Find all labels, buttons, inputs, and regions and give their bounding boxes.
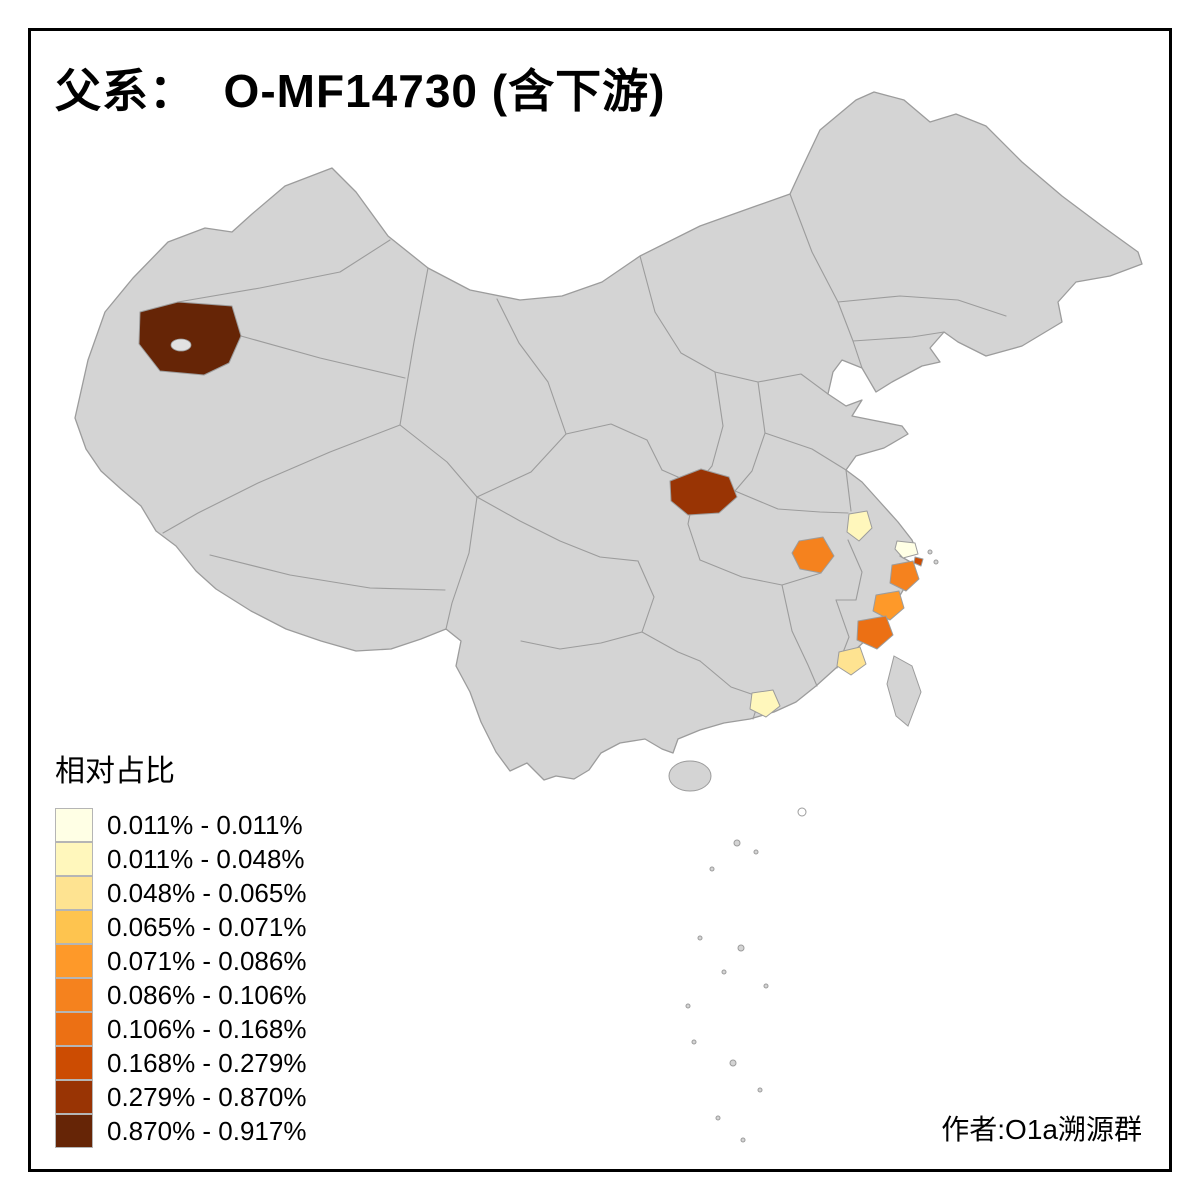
legend-item: 0.086% - 0.106% xyxy=(55,978,306,1012)
choropleth-patch-hubei xyxy=(791,536,835,574)
legend-item: 0.011% - 0.011% xyxy=(55,808,306,842)
province-boundary-line xyxy=(837,295,1007,317)
legend-item: 0.870% - 0.917% xyxy=(55,1114,306,1148)
island xyxy=(737,944,745,952)
legend-label: 0.086% - 0.106% xyxy=(107,980,307,1010)
island xyxy=(763,983,769,989)
province-boundary-line xyxy=(209,554,446,591)
province-boundary-line xyxy=(399,424,478,498)
legend-swatch xyxy=(55,944,93,978)
island xyxy=(933,559,939,565)
legend-label: 0.279% - 0.870% xyxy=(107,1082,307,1112)
choropleth-patch-zhejiang-mid xyxy=(872,590,905,621)
choropleth-patch-shaanxi xyxy=(669,468,738,516)
island xyxy=(733,839,741,847)
attribution-text: 作者:O1a溯源群 xyxy=(941,1114,1142,1145)
legend-swatch xyxy=(55,978,93,1012)
choropleth-patch-zhejiang-north xyxy=(889,560,920,592)
legend-label: 0.048% - 0.065% xyxy=(107,878,307,908)
province-boundary-line xyxy=(162,424,401,534)
legend-swatch xyxy=(55,1114,93,1148)
legend-label: 0.011% - 0.048% xyxy=(107,844,305,874)
island xyxy=(697,935,703,941)
island xyxy=(709,866,715,872)
choropleth-patch-anhui xyxy=(846,510,873,542)
hainan-island xyxy=(668,760,712,792)
legend-swatch xyxy=(55,842,93,876)
legend-label: 0.870% - 0.917% xyxy=(107,1116,307,1146)
legend-label: 0.168% - 0.279% xyxy=(107,1048,307,1078)
legend-swatch xyxy=(55,1080,93,1114)
legend-item: 0.168% - 0.279% xyxy=(55,1046,306,1080)
province-boundary-line xyxy=(476,496,639,562)
legend-item: 0.065% - 0.071% xyxy=(55,910,306,944)
province-boundary-line xyxy=(781,584,818,687)
province-boundary-line xyxy=(734,381,766,492)
province-boundary-line xyxy=(240,335,406,379)
legend-swatch xyxy=(55,910,93,944)
island xyxy=(685,1003,691,1009)
island xyxy=(691,1039,697,1045)
choropleth-patch-xinjiang-enclave xyxy=(170,338,192,352)
province-boundary-line xyxy=(699,559,822,586)
province-boundary-line xyxy=(699,660,761,698)
legend-swatch xyxy=(55,1046,93,1080)
legend-item: 0.279% - 0.870% xyxy=(55,1080,306,1114)
province-boundary-line xyxy=(641,631,701,662)
choropleth-patch-guangdong xyxy=(749,689,781,718)
choropleth-patch-fujian xyxy=(836,646,867,676)
taiwan-island xyxy=(886,655,922,727)
island xyxy=(729,1059,737,1067)
choropleth-patches xyxy=(138,301,924,718)
legend-swatch xyxy=(55,876,93,910)
legend-swatch xyxy=(55,808,93,842)
legend-label: 0.106% - 0.168% xyxy=(107,1014,307,1044)
province-boundary-line xyxy=(845,469,852,512)
legend-item: 0.106% - 0.168% xyxy=(55,1012,306,1046)
legend-item: 0.048% - 0.065% xyxy=(55,876,306,910)
legend-label: 0.011% - 0.011% xyxy=(107,810,303,840)
province-boundary-line xyxy=(835,539,863,601)
legend-item: 0.071% - 0.086% xyxy=(55,944,306,978)
choropleth-patch-xinjiang xyxy=(138,301,242,376)
island xyxy=(721,969,727,975)
legend-item: 0.011% - 0.048% xyxy=(55,842,306,876)
province-boundary-line xyxy=(476,298,567,498)
province-boundary-line xyxy=(399,267,429,426)
province-boundary-line xyxy=(565,423,663,471)
legend-label: 0.065% - 0.071% xyxy=(107,912,307,942)
choropleth-patch-zhejiang-south xyxy=(856,615,894,650)
province-boundary-line xyxy=(177,239,391,303)
island xyxy=(715,1115,721,1121)
island xyxy=(740,1137,746,1143)
legend: 相对占比 0.011% - 0.011% 0.011% - 0.048% 0.0… xyxy=(55,746,306,1148)
island xyxy=(753,849,759,855)
province-boundary-line xyxy=(764,432,847,471)
legend-swatch xyxy=(55,1012,93,1046)
province-boundary-line xyxy=(520,631,643,650)
province-boundary-line xyxy=(852,331,945,342)
choropleth-patch-shanghai xyxy=(894,540,919,559)
island xyxy=(757,1087,763,1093)
legend-label: 0.071% - 0.086% xyxy=(107,946,307,976)
islands xyxy=(668,549,939,1143)
choropleth-patch-zhoushan xyxy=(913,556,924,567)
island xyxy=(927,549,933,555)
island xyxy=(797,807,807,817)
province-boundary-line xyxy=(637,560,655,633)
province-boundary-line xyxy=(734,490,849,514)
page-title: 父系： O-MF14730 (含下游) xyxy=(55,65,666,117)
legend-title: 相对占比 xyxy=(55,755,175,788)
province-boundary-line xyxy=(445,496,478,630)
china-mainland-shape xyxy=(74,91,1143,781)
